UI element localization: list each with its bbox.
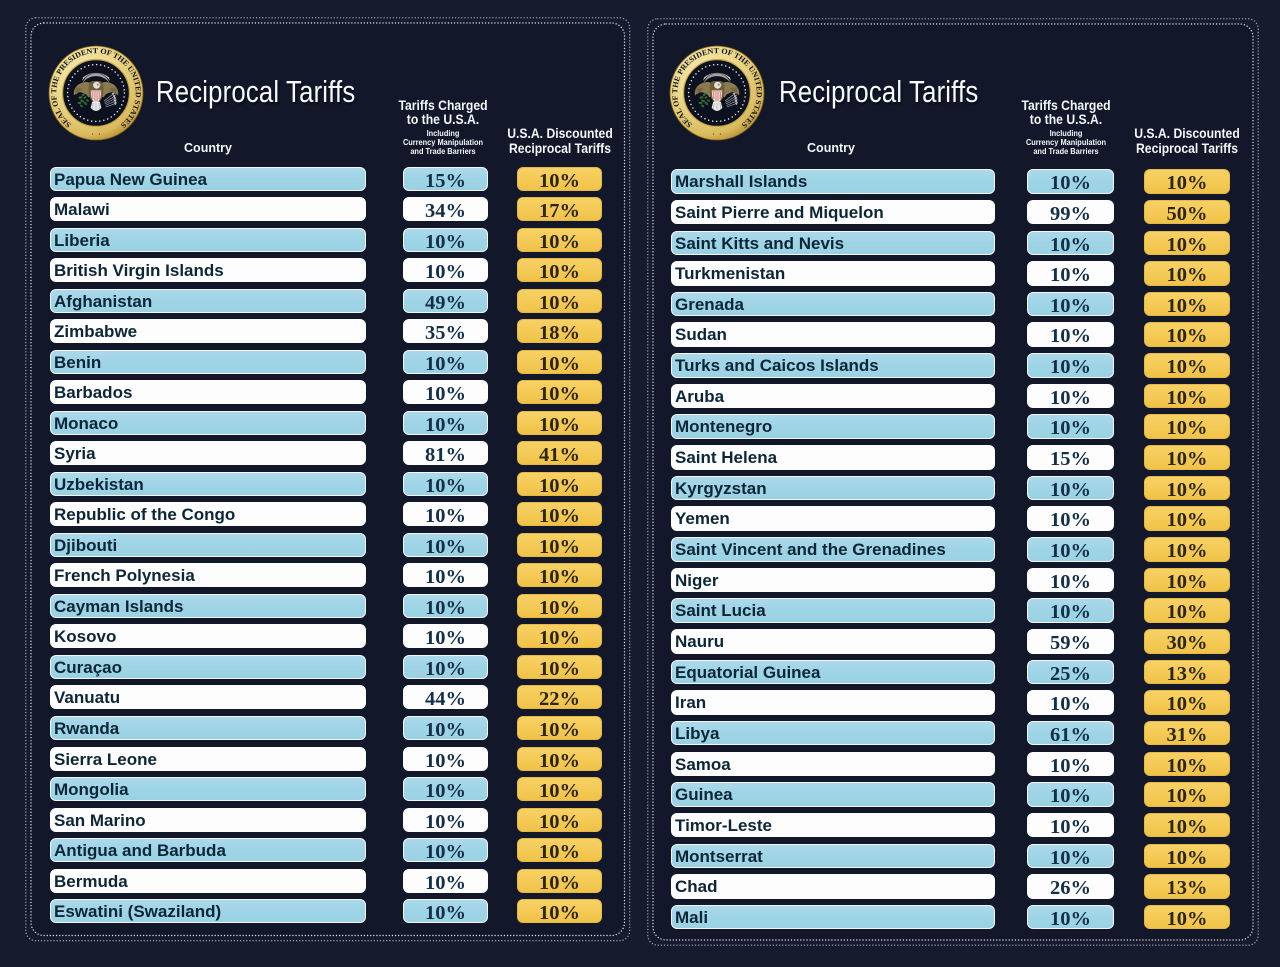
svg-text:· ·: · · bbox=[712, 131, 721, 138]
svg-text:· ·: · · bbox=[91, 131, 100, 138]
